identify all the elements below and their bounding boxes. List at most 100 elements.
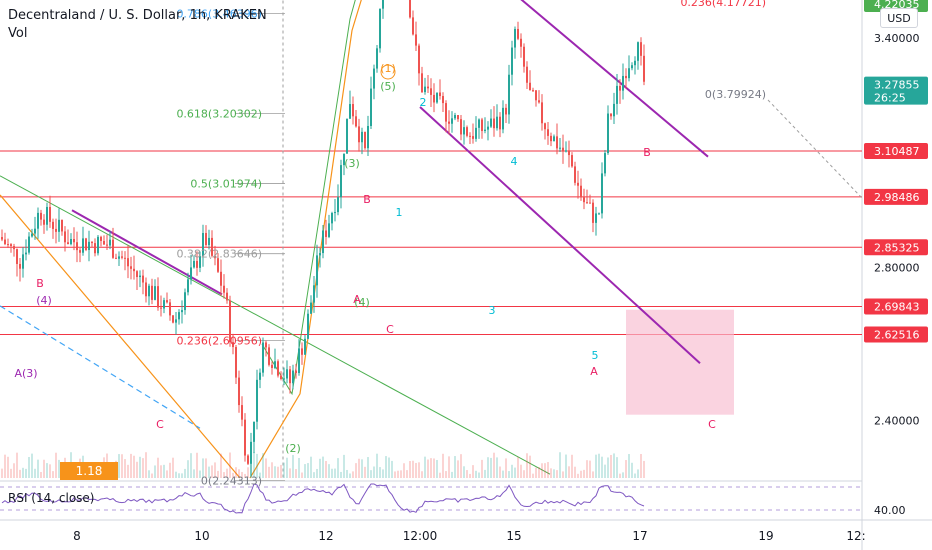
- candle-body: [562, 147, 564, 152]
- candle-body: [541, 102, 543, 124]
- volume-bar: [271, 462, 273, 478]
- candle-body: [376, 48, 378, 69]
- volume-bar: [181, 473, 183, 478]
- candle-body: [187, 279, 189, 293]
- candle-body: [361, 131, 363, 143]
- currency-button[interactable]: USD: [880, 8, 918, 28]
- volume-bar: [208, 466, 210, 478]
- volume-bar: [7, 456, 9, 478]
- volume-bar: [172, 457, 174, 478]
- price-level-badge-text: 2.62516: [874, 329, 920, 342]
- volume-bar: [31, 453, 33, 478]
- candle-body: [193, 260, 195, 268]
- candle-body: [598, 213, 600, 215]
- candle-body: [565, 150, 567, 152]
- orange-wave-line: [249, 0, 362, 479]
- volume-bar: [211, 465, 213, 478]
- candle-body: [40, 212, 42, 220]
- x-tick-label: 15: [506, 529, 521, 543]
- volume-bar: [565, 454, 567, 478]
- volume-bar: [301, 472, 303, 478]
- candle-body: [301, 348, 303, 355]
- candle-body: [325, 230, 327, 237]
- candle-body: [37, 212, 39, 229]
- channel-lower-line: [419, 106, 701, 364]
- candle-body: [148, 285, 150, 297]
- volume-bar: [358, 458, 360, 478]
- candle-body: [253, 421, 255, 442]
- candle-body: [466, 127, 468, 136]
- candle-body: [364, 131, 366, 149]
- candle-body: [283, 378, 285, 380]
- volume-bar: [505, 458, 507, 478]
- volume-bar: [538, 467, 540, 478]
- candle-body: [241, 405, 243, 420]
- candle-body: [628, 68, 630, 79]
- candle-body: [415, 34, 417, 46]
- candle-body: [484, 129, 486, 132]
- candle-body: [163, 300, 165, 309]
- volume-bar: [127, 464, 129, 478]
- candle-body: [244, 419, 246, 456]
- volume-bar: [151, 473, 153, 478]
- candle-body: [202, 232, 204, 257]
- volume-bar: [184, 468, 186, 478]
- candle-body: [625, 75, 627, 79]
- volume-bar: [343, 454, 345, 478]
- volume-bar: [385, 456, 387, 478]
- candle-body: [475, 127, 477, 139]
- volume-bar: [493, 452, 495, 478]
- volume-bar: [190, 453, 192, 478]
- price-level-badge: [864, 298, 928, 315]
- candle-body: [76, 242, 78, 251]
- candle-body: [229, 300, 231, 343]
- volume-bar: [250, 454, 252, 478]
- price-level-badge-text: 4.22035: [874, 0, 920, 11]
- candle-body: [157, 286, 159, 308]
- volume-bar: [283, 462, 285, 478]
- volume-bar: [376, 453, 378, 478]
- volume-bar: [502, 470, 504, 478]
- candle-body: [355, 116, 357, 127]
- candle-body: [181, 310, 183, 313]
- candle-body: [238, 377, 240, 406]
- candle-body: [55, 228, 57, 232]
- volume-bar: [277, 466, 279, 478]
- volume-bar: [298, 457, 300, 478]
- candle-body: [1, 237, 3, 240]
- candle-body: [580, 185, 582, 198]
- volume-bar: [319, 458, 321, 478]
- volume-bar: [571, 454, 573, 478]
- volume-bar: [130, 453, 132, 478]
- volume-bar: [463, 466, 465, 478]
- volume-bar: [490, 457, 492, 478]
- candle-body: [88, 241, 90, 250]
- candle-body: [145, 282, 147, 297]
- candle-body: [559, 147, 561, 149]
- candle-body: [211, 237, 213, 256]
- orange-trend-line: [0, 194, 241, 479]
- volume-bar: [49, 464, 51, 478]
- volume-bar: [613, 453, 615, 478]
- candle-body: [601, 173, 603, 214]
- volume-bar: [199, 470, 201, 478]
- candle-body: [451, 118, 453, 124]
- candle-body: [178, 312, 180, 320]
- volume-bar: [460, 454, 462, 478]
- volume-bar: [508, 471, 510, 478]
- candle-body: [421, 73, 423, 93]
- y-tick-label: 2.80000: [874, 262, 920, 275]
- wave-label: (4): [36, 294, 52, 307]
- volume-bar: [34, 468, 36, 478]
- volume-bar: [367, 457, 369, 478]
- price-level-badge: [864, 326, 928, 343]
- volume-bar: [163, 464, 165, 478]
- volume-bar: [448, 456, 450, 478]
- volume-bar: [520, 464, 522, 478]
- candle-body: [418, 45, 420, 74]
- volume-bar: [445, 471, 447, 478]
- volume-bar: [13, 463, 15, 478]
- volume-bar: [295, 469, 297, 478]
- volume-bar: [292, 454, 294, 478]
